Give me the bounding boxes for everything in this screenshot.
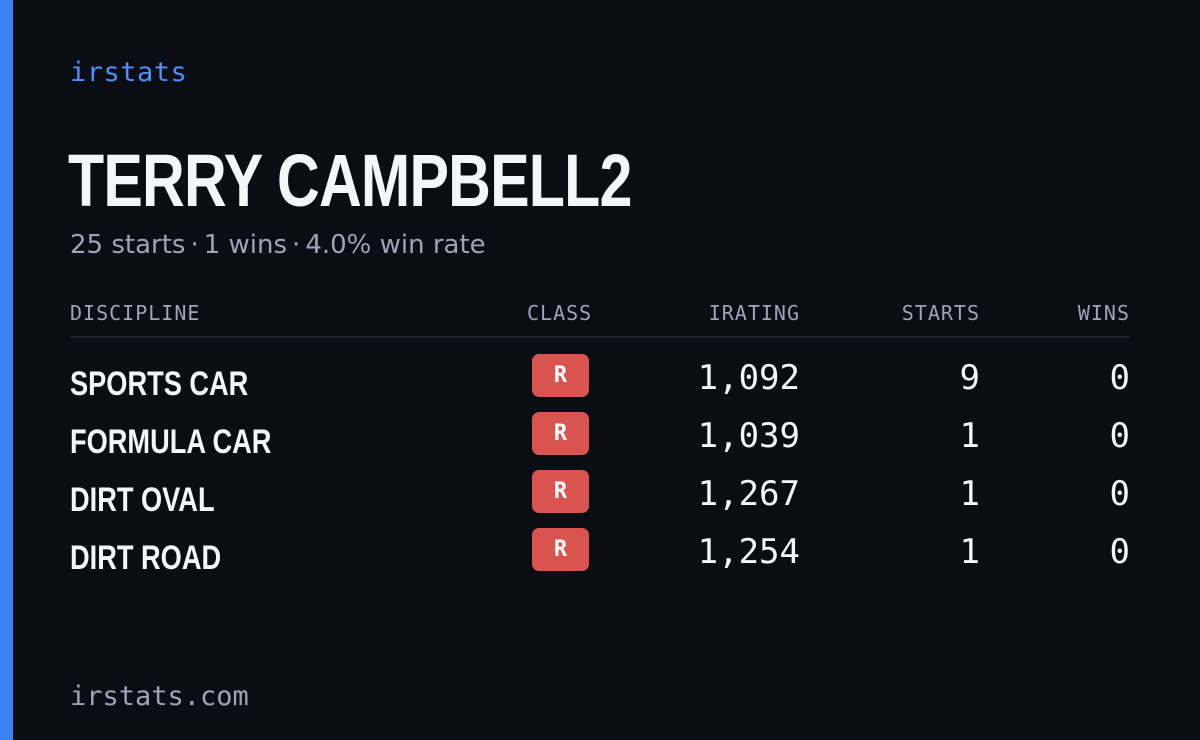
- irating-value: 1,267: [697, 474, 800, 514]
- summary-separator: ·: [292, 230, 301, 260]
- footer-domain: irstats.com: [70, 681, 249, 712]
- table-row: DIRT ROAD R 1,254 1 0: [0, 524, 1200, 582]
- summary-wins: 1 wins: [203, 230, 288, 260]
- starts-value: 1: [959, 474, 980, 514]
- discipline-name: DIRT OVAL: [70, 481, 215, 519]
- class-badge: R: [532, 528, 589, 571]
- column-header-irating: IRATING: [708, 301, 800, 325]
- irating-value: 1,092: [697, 358, 800, 398]
- summary-win-rate: 4.0% win rate: [305, 230, 486, 260]
- summary-separator: ·: [190, 230, 199, 260]
- driver-name: TERRY CAMPBELL2: [68, 139, 632, 222]
- brand-logo-text: irstats: [70, 57, 188, 88]
- wins-value: 0: [1109, 474, 1130, 514]
- table-row: FORMULA CAR R 1,039 1 0: [0, 408, 1200, 466]
- wins-value: 0: [1109, 358, 1130, 398]
- irating-value: 1,254: [697, 532, 800, 572]
- irating-value: 1,039: [697, 416, 800, 456]
- accent-bar: [0, 0, 13, 740]
- table-row: SPORTS CAR R 1,092 9 0: [0, 350, 1200, 408]
- column-header-wins: WINS: [1077, 301, 1130, 325]
- table-row: DIRT OVAL R 1,267 1 0: [0, 466, 1200, 524]
- column-header-class: CLASS: [527, 301, 593, 325]
- starts-value: 1: [959, 416, 980, 456]
- driver-summary: 25 starts · 1 wins · 4.0% win rate: [70, 228, 486, 262]
- header-divider: [70, 336, 1130, 338]
- wins-value: 0: [1109, 532, 1130, 572]
- discipline-name: SPORTS CAR: [70, 365, 249, 403]
- stats-table: SPORTS CAR R 1,092 9 0 FORMULA CAR R 1,0…: [0, 350, 1200, 582]
- wins-value: 0: [1109, 416, 1130, 456]
- class-badge: R: [532, 354, 589, 397]
- starts-value: 1: [959, 532, 980, 572]
- starts-value: 9: [959, 358, 980, 398]
- column-header-discipline: DISCIPLINE: [70, 301, 201, 325]
- discipline-name: DIRT ROAD: [70, 539, 222, 577]
- summary-starts: 25 starts: [70, 230, 186, 260]
- column-header-starts: STARTS: [901, 301, 980, 325]
- discipline-name: FORMULA CAR: [70, 423, 272, 461]
- class-badge: R: [532, 470, 589, 513]
- class-badge: R: [532, 412, 589, 455]
